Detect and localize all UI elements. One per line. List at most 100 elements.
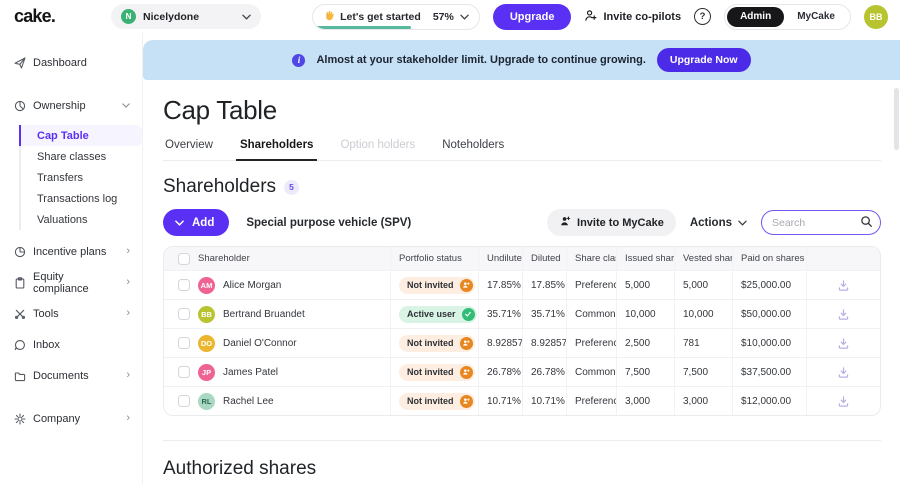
tab-overview[interactable]: Overview (165, 139, 213, 151)
download-button[interactable] (835, 306, 852, 323)
download-icon (838, 337, 849, 349)
actions-button[interactable]: Actions (690, 217, 747, 229)
sidebar-item-dashboard[interactable]: Dashboard (14, 51, 142, 74)
undiluted-value: 10.71% (478, 387, 522, 415)
status-label: Not invited (407, 280, 454, 290)
diluted-value: 8.92857% (522, 329, 566, 357)
issued-shares-value: 7,500 (616, 358, 674, 386)
avatar: BB (198, 305, 215, 323)
org-switcher[interactable]: N Nicelydone (111, 4, 262, 29)
role-toggle: Admin MyCake (724, 3, 851, 30)
role-toggle-mycake[interactable]: MyCake (797, 11, 835, 22)
status-label: Not invited (407, 338, 454, 348)
sidebar-item-equity-compliance[interactable]: Equity compliance › (14, 270, 142, 295)
tab-option-holders[interactable]: Option holders (340, 139, 416, 151)
diluted-value: 26.78% (522, 358, 566, 386)
add-button[interactable]: Add (163, 209, 230, 236)
onboarding-progress-pill[interactable]: Let's get started 57% (312, 3, 480, 30)
issued-shares-value: 3,000 (616, 387, 674, 415)
row-checkbox[interactable] (178, 337, 190, 349)
authorized-shares-title: Authorized shares (163, 458, 317, 479)
diluted-value: 10.71% (522, 387, 566, 415)
row-checkbox[interactable] (178, 308, 190, 320)
role-toggle-admin[interactable]: Admin (727, 6, 785, 27)
person-add-icon (559, 215, 571, 230)
sidebar-item-incentive-plans[interactable]: Incentive plans › (14, 240, 142, 263)
actions-label: Actions (689, 216, 732, 229)
download-button[interactable] (835, 393, 852, 410)
invite-copilots-button[interactable]: Invite co-pilots (584, 9, 681, 25)
sidebar-item-company[interactable]: Company › (14, 407, 142, 430)
gear-icon (14, 412, 26, 425)
status-badge[interactable]: Not invited (399, 392, 475, 410)
pie-slice-icon (14, 246, 26, 258)
status-label: Not invited (407, 367, 454, 377)
status-badge[interactable]: Active user (399, 305, 477, 323)
shareholder-cell[interactable]: BB Bertrand Bruandet (190, 300, 390, 328)
shareholder-count-badge: 5 (284, 179, 300, 195)
row-checkbox[interactable] (178, 366, 190, 378)
sidebar-item-share-classes[interactable]: Share classes (37, 150, 107, 163)
invite-person-icon (459, 365, 473, 379)
clipboard-icon (14, 276, 26, 289)
status-label: Active user (407, 309, 456, 319)
tab-noteholders[interactable]: Noteholders (442, 139, 505, 151)
download-button[interactable] (835, 364, 852, 381)
shareholder-cell[interactable]: AM Alice Morgan (190, 271, 390, 299)
vested-shares-value: 10,000 (674, 300, 732, 328)
tab-shareholders[interactable]: Shareholders (235, 139, 317, 161)
sidebar-item-ownership[interactable]: Ownership (14, 94, 142, 117)
upgrade-banner: i Almost at your stakeholder limit. Upgr… (143, 40, 900, 80)
column-header-shareholder: Shareholder (198, 253, 250, 264)
download-button[interactable] (835, 277, 852, 294)
vested-shares-value: 7,500 (674, 358, 732, 386)
undiluted-value: 26.78% (478, 358, 522, 386)
row-checkbox[interactable] (178, 279, 190, 291)
folder-icon (14, 370, 26, 382)
sidebar-label: Tools (33, 307, 59, 320)
row-checkbox[interactable] (178, 395, 190, 407)
onboarding-percent: 57% (432, 10, 454, 23)
select-all-checkbox[interactable] (178, 252, 190, 265)
spv-link[interactable]: Special purpose vehicle (SPV) (246, 216, 412, 229)
status-badge[interactable]: Not invited (399, 363, 475, 381)
sidebar: Dashboard Ownership Cap Table Share clas… (0, 33, 143, 484)
sidebar-item-transactions-log[interactable]: Transactions log (37, 192, 118, 205)
search-input[interactable] (761, 210, 881, 235)
sidebar-item-inbox[interactable]: Inbox (14, 333, 142, 356)
download-icon (838, 366, 849, 378)
scrollbar-thumb[interactable] (894, 88, 899, 150)
column-header-issued-shares: Issued shares (616, 247, 674, 270)
sidebar-item-tools[interactable]: Tools › (14, 302, 142, 325)
pie-chart-icon (14, 100, 26, 112)
sidebar-item-cap-table[interactable]: Cap Table (19, 125, 142, 146)
chevron-down-icon (460, 14, 469, 20)
info-icon: i (292, 53, 306, 67)
shareholder-cell[interactable]: JP James Patel (190, 358, 390, 386)
column-header-vested-shares: Vested shares (674, 247, 732, 270)
sidebar-label: Equity compliance (33, 270, 89, 295)
help-button[interactable]: ? (694, 8, 712, 25)
tools-icon (14, 308, 26, 320)
sidebar-item-transfers[interactable]: Transfers (37, 171, 84, 184)
diluted-value: 17.85% (522, 271, 566, 299)
status-badge[interactable]: Not invited (399, 276, 475, 294)
status-badge[interactable]: Not invited (399, 334, 475, 352)
download-icon (838, 395, 849, 407)
column-header-portfolio-status: Portfolio status (390, 247, 478, 270)
sidebar-item-valuations[interactable]: Valuations (37, 213, 88, 226)
sidebar-item-documents[interactable]: Documents › (14, 364, 142, 387)
user-avatar[interactable]: BB (864, 4, 888, 29)
download-icon (838, 308, 849, 320)
diluted-value: 35.71% (522, 300, 566, 328)
upgrade-button[interactable]: Upgrade (492, 3, 572, 30)
status-label: Not invited (407, 396, 454, 406)
upgrade-now-button[interactable]: Upgrade Now (656, 48, 751, 72)
download-button[interactable] (835, 335, 852, 352)
shareholder-cell[interactable]: RL Rachel Lee (190, 387, 390, 415)
avatar: DO (198, 334, 215, 352)
invite-to-mycake-button[interactable]: Invite to MyCake (547, 209, 676, 236)
shareholder-cell[interactable]: DO Daniel O'Connor (190, 329, 390, 357)
share-class-value: Preference (566, 387, 616, 415)
invite-person-icon (459, 336, 473, 350)
